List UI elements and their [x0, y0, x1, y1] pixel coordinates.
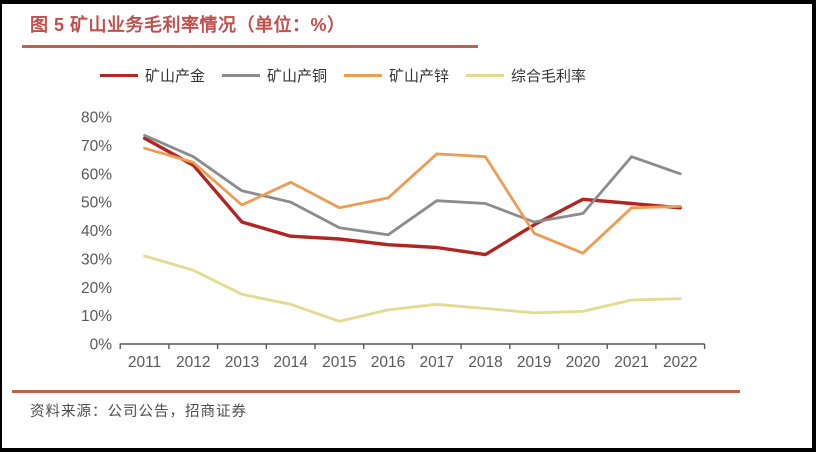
legend-label: 综合毛利率: [511, 67, 587, 85]
y-tick-label: 70%: [81, 138, 112, 155]
legend-label: 矿山产锌: [389, 67, 450, 85]
y-tick-label: 10%: [81, 308, 112, 325]
x-tick-label: 2012: [176, 354, 210, 371]
title-underline: [22, 45, 478, 48]
y-tick-label: 0%: [90, 337, 113, 354]
legend-line-swatch: [466, 73, 505, 77]
source-note: 资料来源：公司公告，招商证券: [30, 404, 247, 420]
x-tick-label: 2014: [273, 354, 308, 371]
legend-item-3: 综合毛利率: [466, 65, 586, 86]
y-tick-label: 40%: [81, 223, 112, 240]
legend-item-2: 矿山产锌: [344, 65, 449, 86]
y-tick-label: 80%: [81, 110, 112, 127]
x-tick-label: 2018: [468, 354, 502, 371]
figure-title: 图 5 矿山业务毛利率情况（单位：%）: [30, 15, 346, 35]
x-tick-label: 2015: [322, 354, 356, 371]
y-tick-label: 30%: [81, 251, 112, 268]
chart-canvas: 80% 70% 60% 50% 40% 30% 20% 10% 0% 2011 2012 2013 20…: [81, 110, 706, 371]
legend-line-swatch: [344, 73, 383, 77]
x-tick-label: 2021: [614, 354, 648, 371]
footer-rule: [12, 390, 740, 393]
legend-label: 矿山产金: [145, 67, 206, 85]
series-line-2: [143, 146, 682, 255]
chart-legend: 矿山产金 矿山产铜 矿山产锌 综合毛利率: [100, 64, 586, 86]
x-tick-label: 2022: [663, 354, 697, 371]
series-line-1: [143, 133, 682, 237]
x-tick-label: 2020: [566, 354, 601, 371]
y-tick-label: 20%: [81, 280, 112, 297]
y-tick-label: 50%: [81, 195, 112, 212]
legend-item-0: 矿山产金: [100, 65, 205, 86]
series-line-3: [143, 254, 682, 323]
x-tick-label: 2017: [420, 354, 454, 371]
x-tick-label: 2013: [225, 354, 259, 371]
x-tick-label: 2011: [128, 354, 161, 371]
legend-item-1: 矿山产铜: [222, 65, 327, 86]
legend-line-swatch: [222, 73, 261, 77]
series-line-0: [142, 136, 682, 257]
y-tick-label: 60%: [81, 166, 112, 183]
legend-label: 矿山产铜: [267, 67, 328, 85]
legend-line-swatch: [100, 73, 138, 77]
x-tick-label: 2016: [371, 354, 405, 371]
x-tick-label: 2019: [517, 354, 551, 371]
